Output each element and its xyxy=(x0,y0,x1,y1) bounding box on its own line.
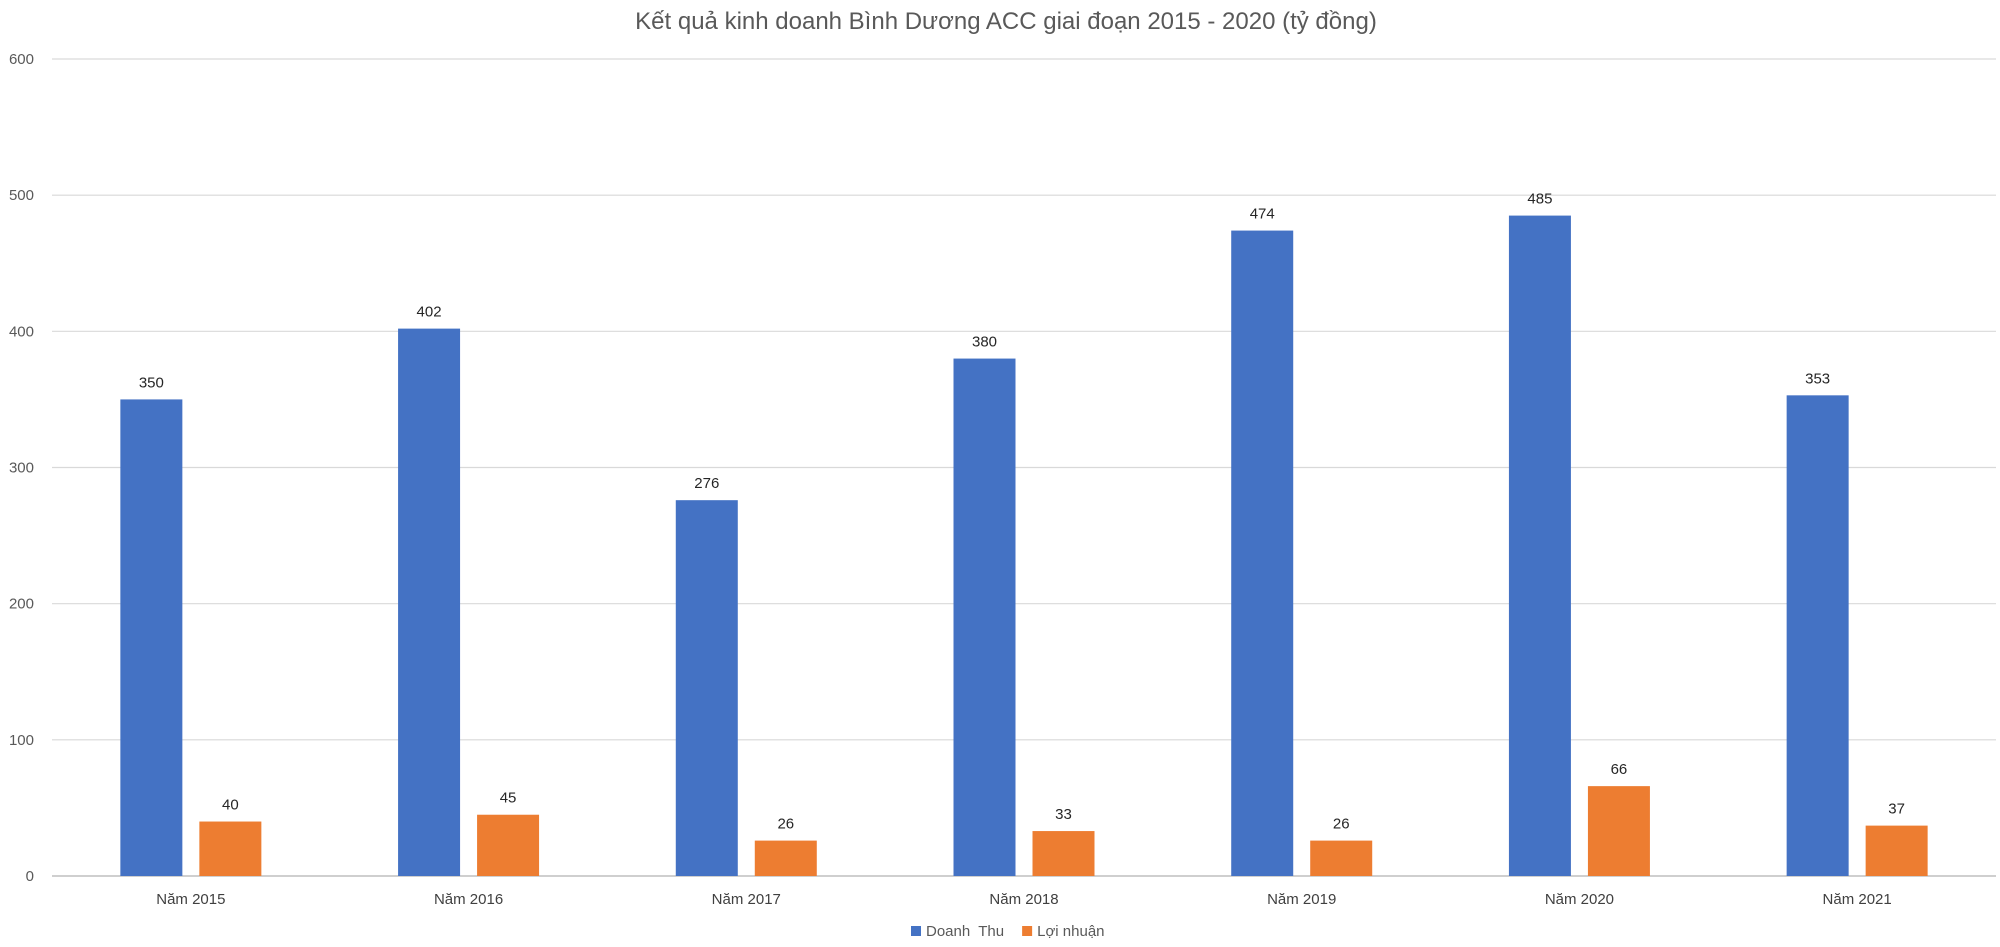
data-label: 40 xyxy=(222,797,239,814)
data-label: 37 xyxy=(1888,801,1905,818)
x-category-label: Năm 2015 xyxy=(156,891,225,908)
data-label: 353 xyxy=(1805,370,1830,387)
data-label: 380 xyxy=(972,334,997,351)
data-label: 26 xyxy=(1333,816,1350,833)
data-label: 402 xyxy=(417,304,442,321)
data-label: 33 xyxy=(1055,806,1072,823)
gridlines xyxy=(52,58,1996,877)
bar-doanh-thu xyxy=(675,500,738,876)
bar-doanh-thu xyxy=(120,399,183,876)
x-axis-categories: Năm 2015 Năm 2016 Năm 2017 Năm 2018 Năm 2019… xyxy=(156,891,1892,908)
bar-loi-nhuan xyxy=(1587,786,1650,876)
y-tick-label: 200 xyxy=(9,596,34,613)
data-label: 26 xyxy=(777,816,794,833)
legend-label: Lợi nhuận xyxy=(1037,923,1104,940)
bar-doanh-thu xyxy=(953,358,1016,877)
legend-swatch xyxy=(911,926,921,936)
bar-loi-nhuan xyxy=(1865,825,1928,876)
bar-loi-nhuan xyxy=(1310,840,1373,876)
y-tick-label: 400 xyxy=(9,323,34,340)
data-label: 350 xyxy=(139,374,164,391)
y-axis-ticks: 0 100 200 300 400 500 600 xyxy=(9,51,34,885)
legend-label: Doanh Thu xyxy=(926,923,1004,940)
data-label: 474 xyxy=(1250,206,1275,223)
bar-doanh-thu xyxy=(1231,230,1294,876)
data-label: 66 xyxy=(1611,761,1628,778)
bars xyxy=(120,215,1928,877)
y-tick-label: 500 xyxy=(9,187,34,204)
data-labels: 350 40 402 45 276 26 380 33 474 26 485 66 353 37 xyxy=(139,191,1905,833)
data-label: 485 xyxy=(1527,191,1552,208)
x-category-label: Năm 2016 xyxy=(434,891,503,908)
x-category-label: Năm 2019 xyxy=(1267,891,1336,908)
data-label: 45 xyxy=(500,790,517,807)
bar-loi-nhuan xyxy=(754,840,817,876)
x-category-label: Năm 2020 xyxy=(1545,891,1614,908)
chart-title: Kết quả kinh doanh Bình Dương ACC giai đ… xyxy=(635,8,1377,35)
bar-loi-nhuan xyxy=(199,821,262,876)
x-category-label: Năm 2018 xyxy=(989,891,1058,908)
y-tick-label: 100 xyxy=(9,732,34,749)
x-category-label: Năm 2017 xyxy=(712,891,781,908)
bar-loi-nhuan xyxy=(477,814,540,876)
bar-loi-nhuan xyxy=(1032,831,1095,876)
y-tick-label: 300 xyxy=(9,460,34,477)
y-tick-label: 600 xyxy=(9,51,34,68)
bar-doanh-thu xyxy=(1786,395,1849,876)
x-category-label: Năm 2021 xyxy=(1823,891,1892,908)
y-tick-label: 0 xyxy=(26,868,34,885)
bar-doanh-thu xyxy=(1508,215,1571,876)
data-label: 276 xyxy=(694,475,719,492)
legend-swatch xyxy=(1022,926,1033,936)
legend: Doanh Thu Lợi nhuận xyxy=(911,923,1105,940)
bar-doanh-thu xyxy=(398,328,461,876)
